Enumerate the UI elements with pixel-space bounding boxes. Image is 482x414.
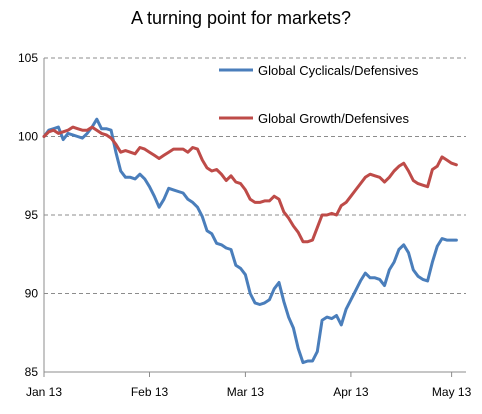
legend: Global Cyclicals/Defensives Global Growth… (219, 63, 419, 126)
y-tick-label: 90 (25, 287, 39, 301)
y-tick-label: 85 (25, 365, 39, 379)
x-tick-label: Feb 13 (131, 385, 169, 399)
y-tick-label: 100 (18, 130, 38, 144)
grid-lines (44, 57, 466, 294)
x-tick-label: Mar 13 (227, 385, 265, 399)
series-line-1 (42, 117, 458, 365)
chart-title: A turning point for markets? (130, 8, 352, 28)
x-tick-label: Jan 13 (26, 385, 62, 399)
series-line-2 (42, 125, 458, 244)
legend-label: Global Growth/Defensives (258, 111, 410, 126)
x-tick-label: Apr 13 (333, 385, 369, 399)
y-tick-label: 95 (25, 208, 39, 222)
series-lines (42, 117, 458, 365)
legend-label: Global Cyclicals/Defensives (258, 63, 419, 78)
axes (43, 58, 466, 377)
tick-labels: 85 90 95 100 105 Jan 13 Feb 13 Mar 13 Apr 13 May … (18, 51, 472, 399)
y-tick-label: 105 (18, 51, 38, 65)
x-tick-label: May 13 (432, 385, 472, 399)
